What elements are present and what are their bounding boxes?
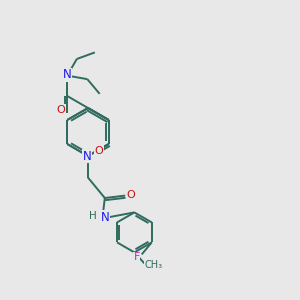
Text: H: H [88,212,96,221]
Text: N: N [82,149,91,163]
Text: O: O [57,105,66,115]
Text: F: F [134,252,140,262]
Text: CH₃: CH₃ [144,260,163,270]
Text: N: N [101,211,110,224]
Text: N: N [63,68,72,81]
Text: O: O [95,146,103,156]
Text: O: O [127,190,136,200]
